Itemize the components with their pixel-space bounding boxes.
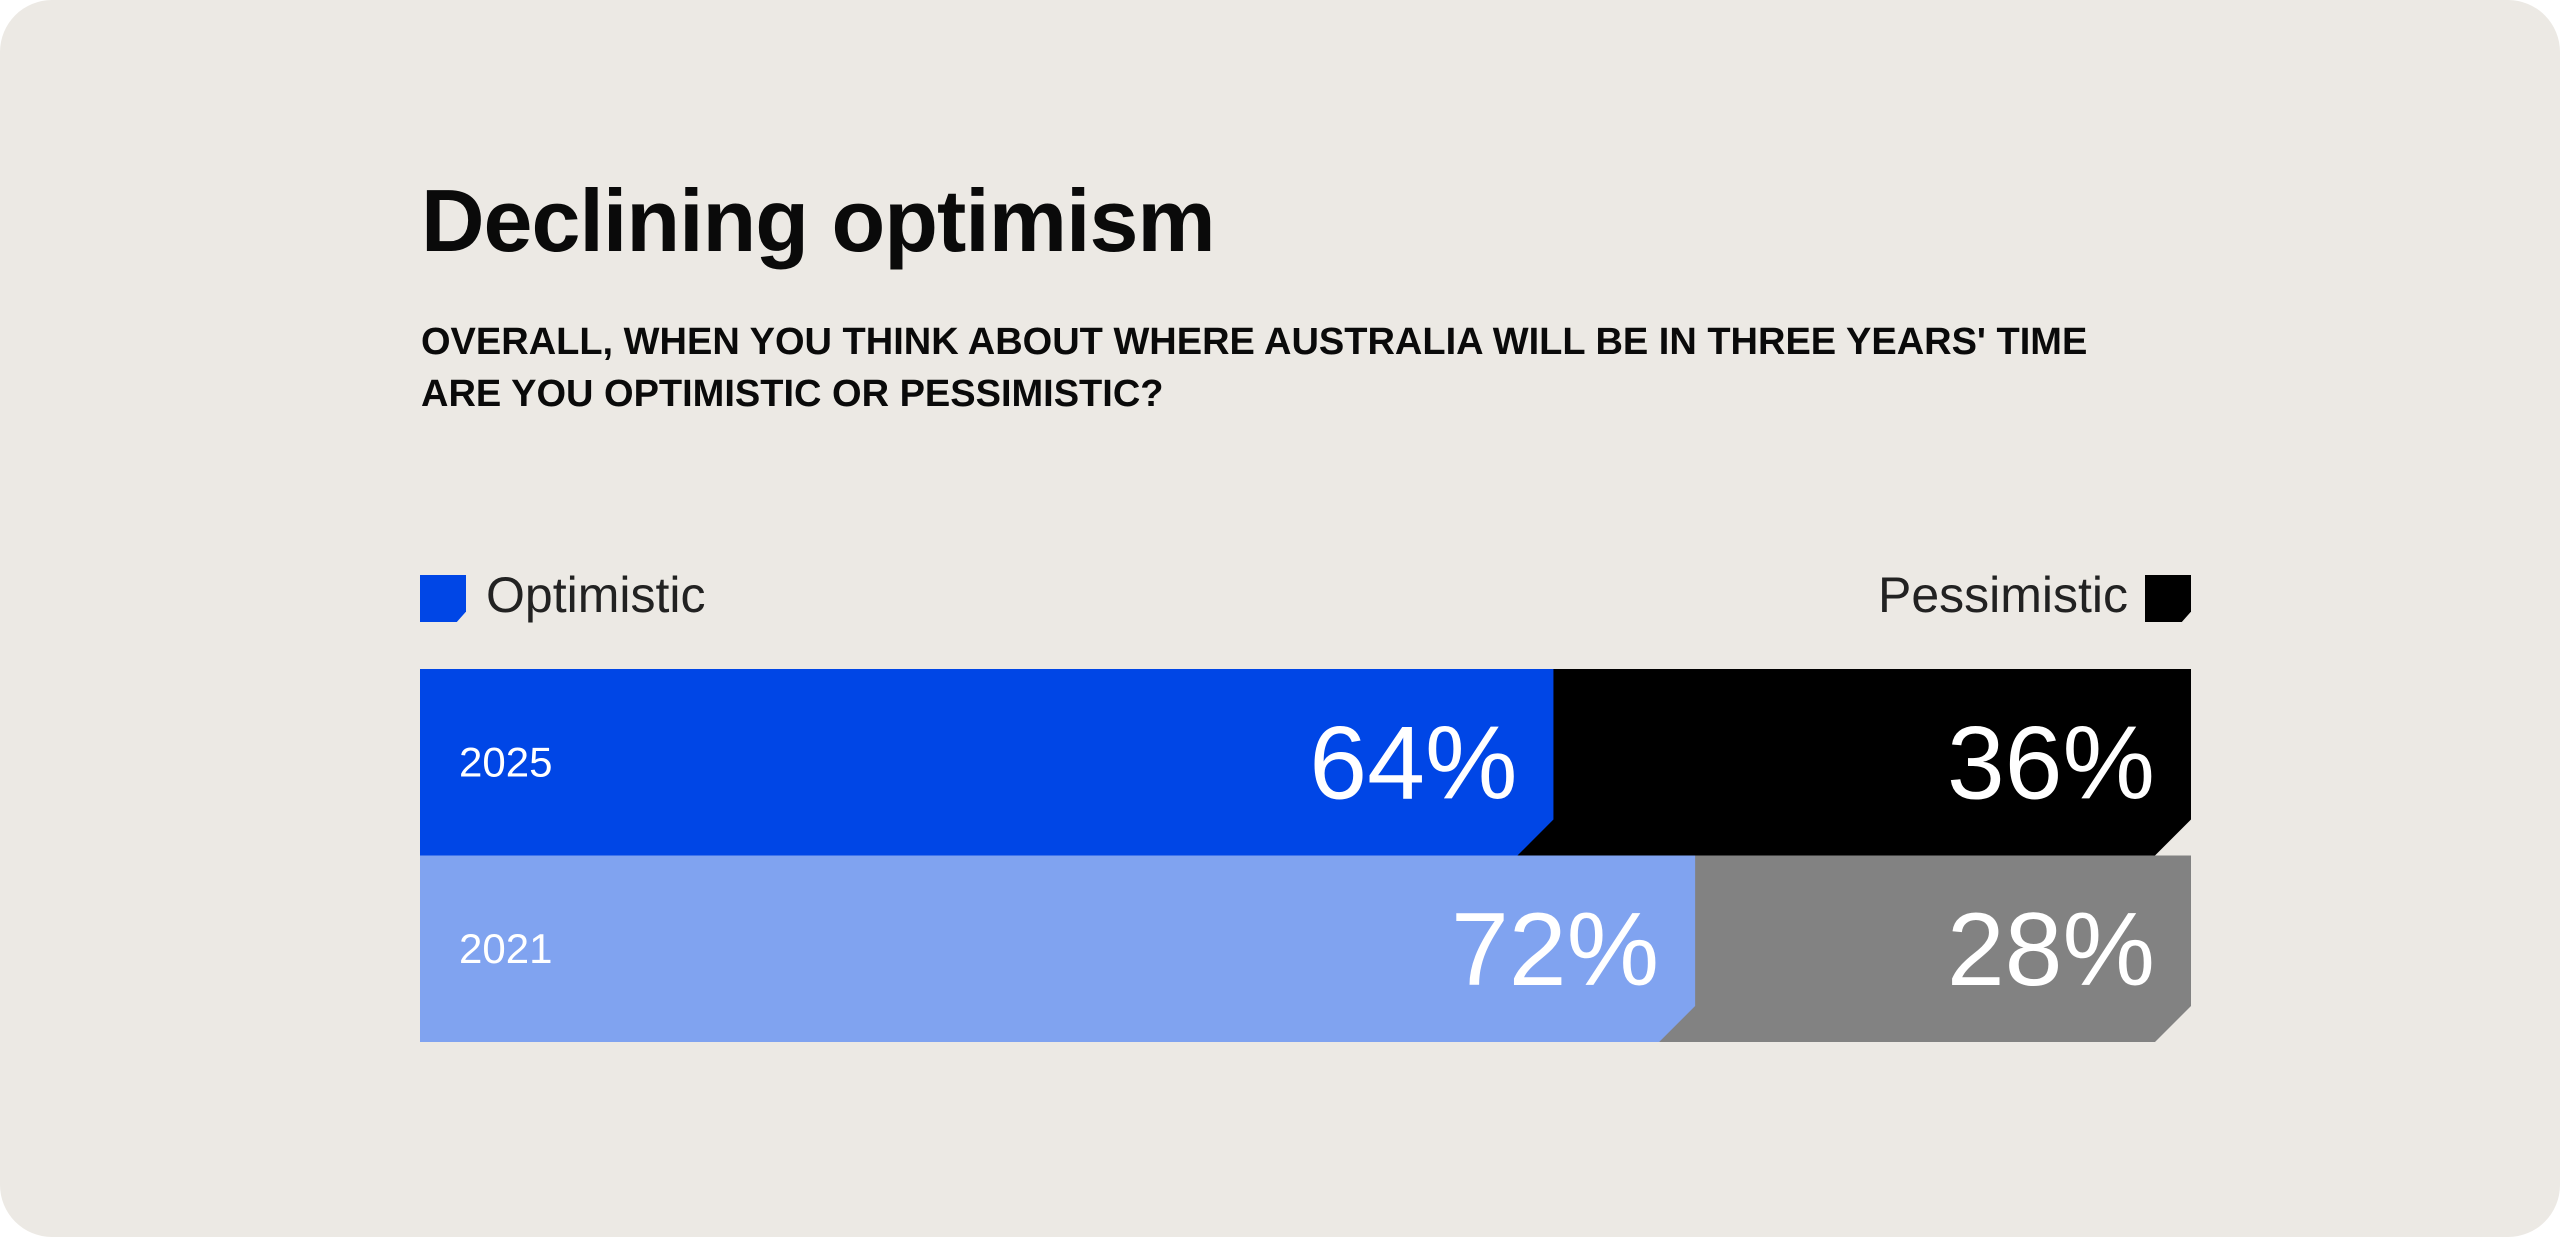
data-label-pessimistic-2025: 36% — [1947, 705, 2155, 821]
data-label-pessimistic-2021: 28% — [1947, 892, 2155, 1008]
bar-pessimistic-2021 — [1659, 855, 2191, 1042]
bar-pessimistic-2025 — [1517, 669, 2191, 856]
chart-subtitle: Overall, when you think about where Aust… — [421, 321, 2088, 415]
legend-swatch-pessimistic — [2145, 575, 2191, 622]
bar-optimistic-2021 — [420, 855, 1696, 1042]
bar-optimistic-2025 — [420, 669, 1554, 856]
category-label-2025: 2025 — [459, 738, 552, 785]
legend-swatch-optimistic — [420, 575, 466, 622]
chart-title: Declining optimism — [421, 171, 1216, 270]
category-label-2021: 2021 — [459, 925, 552, 972]
data-label-optimistic-2025: 64% — [1309, 705, 1517, 821]
legend-label-pessimistic: Pessimistic — [1877, 567, 2128, 623]
legend-label-optimistic: Optimistic — [486, 567, 706, 623]
data-label-optimistic-2021: 72% — [1451, 892, 1659, 1008]
